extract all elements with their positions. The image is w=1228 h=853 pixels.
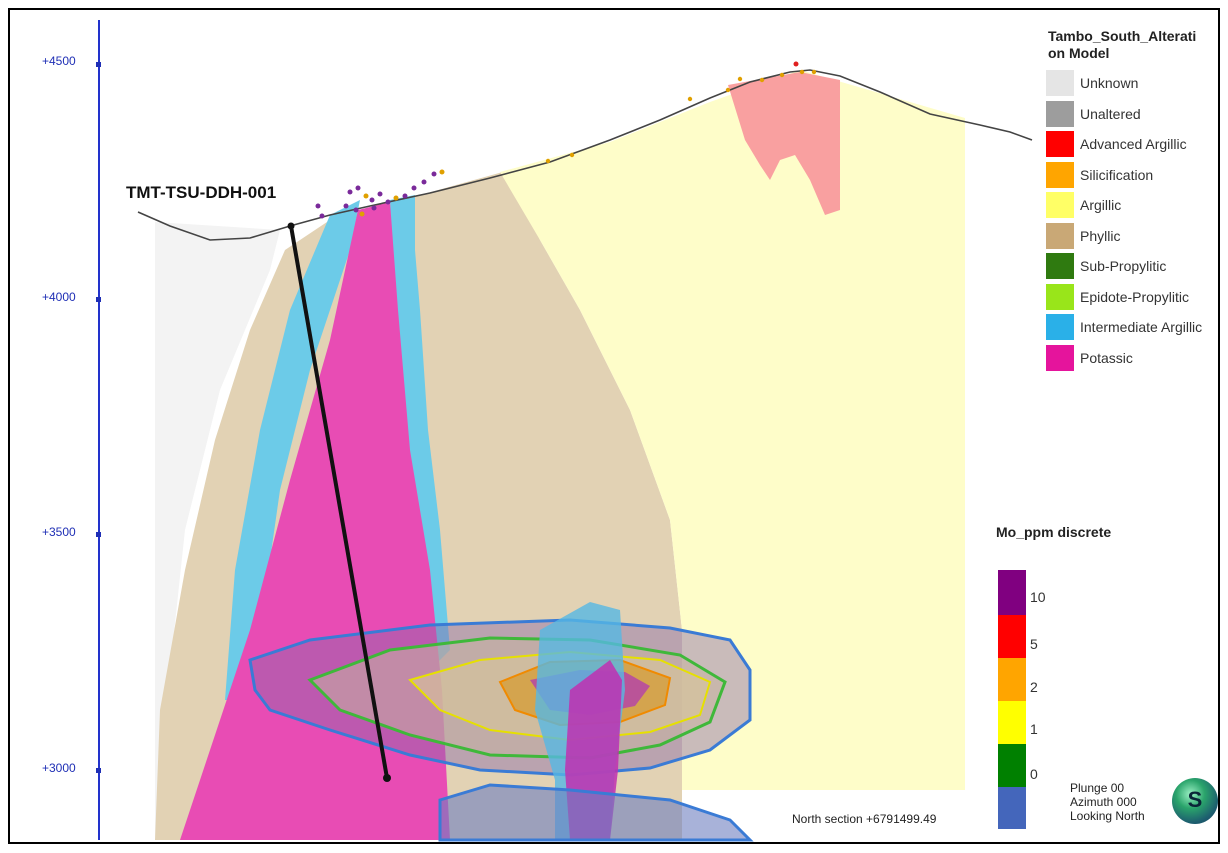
legend-swatch xyxy=(1046,100,1074,127)
axis-tick xyxy=(96,62,101,67)
legend-item: Potassic xyxy=(1046,343,1218,374)
orientation-globe-icon[interactable]: S xyxy=(1172,778,1218,824)
axis-label-4000: +4000 xyxy=(42,290,76,304)
legend-item-label: Epidote-Propylitic xyxy=(1080,288,1189,305)
drillhole-collar xyxy=(287,222,295,230)
axis-label-4500: +4500 xyxy=(42,54,76,68)
topography-line xyxy=(137,69,1033,241)
mo-legend-label: 5 xyxy=(1030,636,1038,652)
mo-band xyxy=(998,658,1026,701)
axis-tick xyxy=(96,532,101,537)
legend-swatch xyxy=(1046,131,1074,158)
legend-item-label: Argillic xyxy=(1080,197,1122,214)
legend-item-label: Advanced Argillic xyxy=(1080,136,1187,153)
axis-label-3000: +3000 xyxy=(42,761,76,775)
legend-item-label: Sub-Propylitic xyxy=(1080,258,1167,275)
legend-swatch xyxy=(1046,161,1074,188)
mo-legend-label: 1 xyxy=(1030,721,1038,737)
section-caption: North section +6791499.49 xyxy=(780,800,976,842)
legend-swatch xyxy=(1046,70,1074,97)
plunge-text: Plunge 00 xyxy=(1070,781,1125,795)
mo-legend-title: Mo_ppm discrete xyxy=(996,524,1112,540)
elevation-axis xyxy=(98,20,100,840)
drillhole-label: TMT-TSU-DDH-001 xyxy=(126,183,277,202)
legend-swatch xyxy=(1046,314,1074,341)
mo-band xyxy=(998,570,1026,615)
view-orientation: Plunge 00 Azimuth 000 Looking North xyxy=(1070,781,1145,823)
mo-shell-lower xyxy=(438,783,754,842)
legend-item: Argillic xyxy=(1046,190,1218,221)
mo-legend-label: 0 xyxy=(1030,766,1038,782)
legend-item: Phyllic xyxy=(1046,221,1218,252)
legend-item: Epidote-Propylitic xyxy=(1046,282,1218,313)
globe-letter: S xyxy=(1187,787,1203,812)
intermediate-argillic-zone-east xyxy=(390,195,450,670)
mo-legend-label: 2 xyxy=(1030,679,1038,695)
mo-band xyxy=(998,744,1026,787)
legend-item-label: Phyllic xyxy=(1080,227,1121,244)
alteration-section-drawing xyxy=(137,61,1033,842)
azimuth-text: Azimuth 000 xyxy=(1070,795,1137,809)
drillhole-end xyxy=(383,774,391,782)
legend-item-label: Unaltered xyxy=(1080,105,1141,122)
legend-item-label: Unknown xyxy=(1080,75,1139,92)
legend-swatch xyxy=(1046,192,1074,219)
mo-band xyxy=(998,787,1026,829)
looking-text: Looking North xyxy=(1070,809,1145,823)
legend-swatch xyxy=(1046,222,1074,249)
mo-color-bar xyxy=(998,570,1026,829)
argillic-zone xyxy=(500,70,965,790)
section-view: +4500 +4000 +3500 +3000 TMT-TSU-DDH-001 … xyxy=(8,8,1220,844)
unknown-zone xyxy=(155,222,280,840)
legend-item: Unknown xyxy=(1046,68,1218,99)
alteration-legend-title: Tambo_South_Alterati on Model xyxy=(1048,28,1197,61)
legend-swatch xyxy=(1046,253,1074,280)
legend-swatch xyxy=(1046,283,1074,310)
mo-band xyxy=(998,615,1026,658)
legend-item-label: Potassic xyxy=(1080,349,1133,366)
legend-swatch xyxy=(1046,344,1074,371)
axis-label-3500: +3500 xyxy=(42,525,76,539)
legend-item: Silicification xyxy=(1046,160,1218,191)
legend-item: Sub-Propylitic xyxy=(1046,251,1218,282)
mo-band xyxy=(998,701,1026,744)
surface-samples-east xyxy=(545,61,817,164)
axis-tick xyxy=(96,297,101,302)
drillhole-trace xyxy=(289,225,389,779)
surface-samples-cluster xyxy=(315,169,445,219)
legend-item-label: Intermediate Argillic xyxy=(1080,319,1203,336)
axis-tick xyxy=(96,768,101,773)
alteration-legend: Tambo_South_Alterati on Model Unknown Una… xyxy=(1046,28,1218,374)
advanced-argillic-zone xyxy=(728,72,840,215)
legend-item-label: Silicification xyxy=(1080,166,1154,183)
legend-item: Advanced Argillic xyxy=(1046,129,1218,160)
intermediate-argillic-zone xyxy=(225,200,360,700)
legend-item: Unaltered xyxy=(1046,99,1218,130)
legend-item: Intermediate Argillic xyxy=(1046,312,1218,343)
mo-legend-label: 10 xyxy=(1030,589,1046,605)
